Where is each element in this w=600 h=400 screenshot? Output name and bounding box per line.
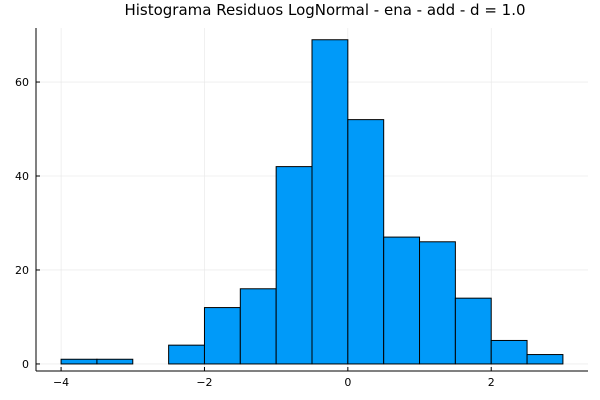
histogram-bar [311,39,349,365]
x-tick-label: 0 [344,376,351,389]
histogram-bar [419,241,456,365]
chart-title: Histograma Residuos LogNormal - ena - ad… [124,1,525,19]
axes [35,28,588,372]
histogram-bar [96,358,134,365]
x-tick-label: −2 [196,376,212,389]
x-tick-label: 2 [488,376,495,389]
histogram-bar [347,119,385,365]
x-tick-label: −4 [53,376,69,389]
histogram-bar [168,344,205,365]
histogram-bars [60,39,564,365]
histogram-bar [526,354,564,365]
histogram-bar [454,297,492,365]
y-tick-label: 0 [22,358,29,371]
histogram-bar [490,339,528,365]
y-axis-ticks: 0 20 40 60 [15,76,40,371]
histogram-bar [60,358,98,365]
y-tick-label: 40 [15,170,29,183]
x-axis-ticks: −4 −2 0 2 [53,367,495,389]
y-tick-label: 60 [15,76,29,89]
histogram-bar [239,288,277,365]
y-tick-label: 20 [15,264,29,277]
histogram-bar [203,307,241,365]
histogram-bar [383,236,421,365]
histogram-bar [275,166,313,365]
